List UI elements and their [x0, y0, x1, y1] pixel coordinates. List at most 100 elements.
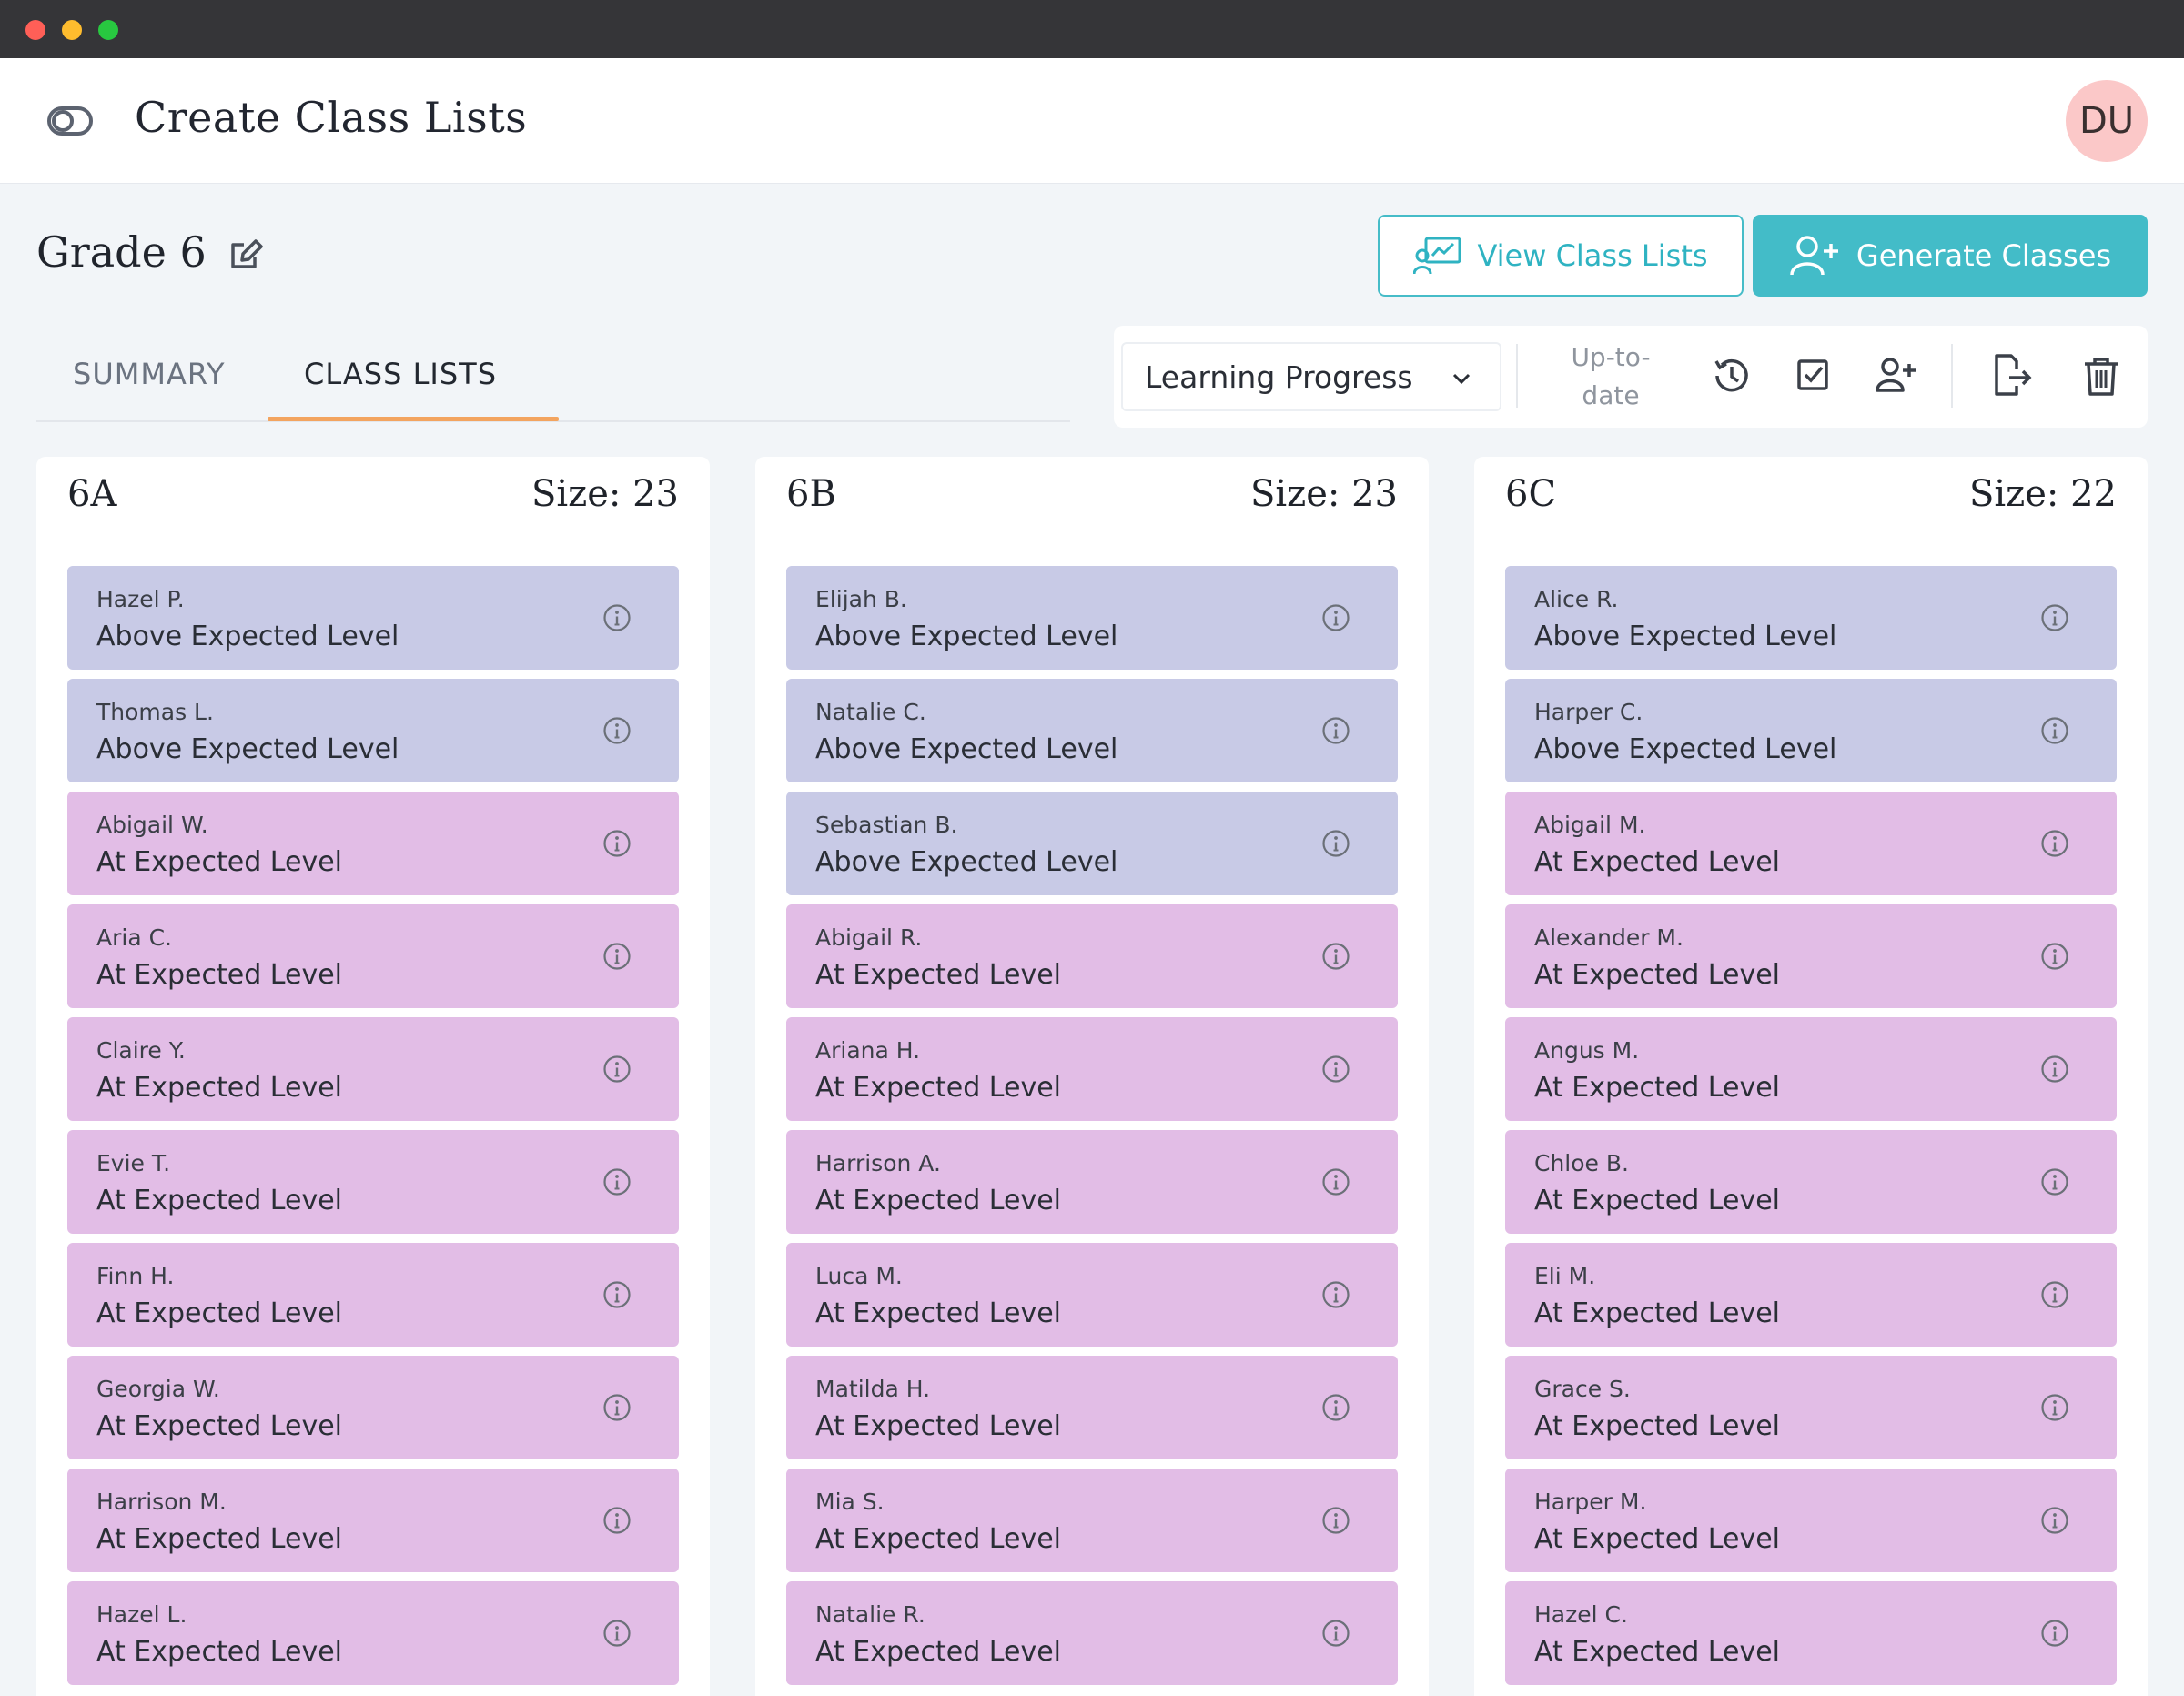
info-icon[interactable]	[1321, 1055, 1350, 1084]
info-icon[interactable]	[2040, 1506, 2069, 1535]
student-level: At Expected Level	[96, 1523, 342, 1555]
export-icon[interactable]	[1989, 353, 2035, 399]
student-level: At Expected Level	[96, 959, 342, 991]
info-icon[interactable]	[602, 1280, 632, 1309]
student-level: At Expected Level	[1534, 1185, 1780, 1216]
page-title: Grade 6	[36, 227, 207, 277]
student-card[interactable]: Luca M. At Expected Level	[786, 1243, 1398, 1347]
info-icon[interactable]	[602, 716, 632, 745]
student-level: At Expected Level	[815, 959, 1061, 991]
info-icon[interactable]	[602, 829, 632, 858]
info-icon[interactable]	[602, 1167, 632, 1196]
student-level: Above Expected Level	[815, 733, 1118, 765]
add-student-icon[interactable]	[1873, 353, 1918, 399]
info-icon[interactable]	[602, 942, 632, 971]
student-card[interactable]: Chloe B. At Expected Level	[1505, 1130, 2117, 1234]
student-card[interactable]: Georgia W. At Expected Level	[67, 1356, 679, 1459]
info-icon[interactable]	[2040, 603, 2069, 632]
info-icon[interactable]	[2040, 1167, 2069, 1196]
student-name: Aria C.	[96, 924, 172, 951]
window-minimize-button[interactable]	[62, 20, 82, 40]
toolbar-divider	[1951, 344, 1953, 408]
tab-summary[interactable]: SUMMARY	[73, 357, 226, 391]
student-card[interactable]: Angus M. At Expected Level	[1505, 1017, 2117, 1121]
student-name: Matilda H.	[815, 1376, 931, 1402]
info-icon[interactable]	[2040, 716, 2069, 745]
student-level: Above Expected Level	[1534, 733, 1837, 765]
student-card[interactable]: Abigail M. At Expected Level	[1505, 792, 2117, 895]
student-card[interactable]: Thomas L. Above Expected Level	[67, 679, 679, 782]
info-icon[interactable]	[1321, 1619, 1350, 1648]
student-card[interactable]: Hazel C. At Expected Level	[1505, 1581, 2117, 1685]
user-avatar[interactable]: DU	[2066, 80, 2148, 162]
class-size: Size: 22	[1968, 473, 2117, 515]
toggle-icon[interactable]	[47, 106, 93, 136]
student-name: Ariana H.	[815, 1037, 921, 1064]
info-icon[interactable]	[2040, 942, 2069, 971]
info-icon[interactable]	[2040, 1280, 2069, 1309]
info-icon[interactable]	[2040, 829, 2069, 858]
student-card[interactable]: Eli M. At Expected Level	[1505, 1243, 2117, 1347]
info-icon[interactable]	[602, 603, 632, 632]
info-icon[interactable]	[602, 1055, 632, 1084]
student-name: Chloe B.	[1534, 1150, 1629, 1176]
view-class-lists-label: View Class Lists	[1477, 238, 1708, 273]
info-icon[interactable]	[2040, 1393, 2069, 1422]
student-card[interactable]: Elijah B. Above Expected Level	[786, 566, 1398, 670]
student-name: Georgia W.	[96, 1376, 220, 1402]
student-card[interactable]: Evie T. At Expected Level	[67, 1130, 679, 1234]
window-close-button[interactable]	[25, 20, 46, 40]
student-card[interactable]: Natalie C. Above Expected Level	[786, 679, 1398, 782]
student-name: Eli M.	[1534, 1263, 1596, 1289]
student-card[interactable]: Hazel L. At Expected Level	[67, 1581, 679, 1685]
student-card[interactable]: Matilda H. At Expected Level	[786, 1356, 1398, 1459]
checkbox-icon[interactable]	[1791, 353, 1836, 399]
student-card[interactable]: Harrison M. At Expected Level	[67, 1469, 679, 1572]
student-card[interactable]: Harrison A. At Expected Level	[786, 1130, 1398, 1234]
student-card[interactable]: Abigail R. At Expected Level	[786, 904, 1398, 1008]
info-icon[interactable]	[1321, 1167, 1350, 1196]
student-card[interactable]: Sebastian B. Above Expected Level	[786, 792, 1398, 895]
class-list-toolbar: Learning Progress Up-to- date	[1114, 326, 2148, 428]
info-icon[interactable]	[1321, 1280, 1350, 1309]
student-card[interactable]: Natalie R. At Expected Level	[786, 1581, 1398, 1685]
student-level: At Expected Level	[815, 1072, 1061, 1104]
student-level: At Expected Level	[96, 846, 342, 878]
info-icon[interactable]	[1321, 1393, 1350, 1422]
tab-class-lists[interactable]: CLASS LISTS	[304, 357, 498, 391]
student-name: Elijah B.	[815, 586, 907, 612]
info-icon[interactable]	[2040, 1055, 2069, 1084]
info-icon[interactable]	[602, 1393, 632, 1422]
student-card[interactable]: Alice R. Above Expected Level	[1505, 566, 2117, 670]
app-title: Create Class Lists	[135, 93, 528, 142]
generate-classes-button[interactable]: Generate Classes	[1753, 215, 2148, 297]
info-icon[interactable]	[2040, 1619, 2069, 1648]
student-card[interactable]: Claire Y. At Expected Level	[67, 1017, 679, 1121]
trash-icon[interactable]	[2078, 353, 2124, 399]
student-card[interactable]: Harper M. At Expected Level	[1505, 1469, 2117, 1572]
student-card[interactable]: Mia S. At Expected Level	[786, 1469, 1398, 1572]
student-name: Harper C.	[1534, 699, 1643, 725]
history-icon[interactable]	[1709, 353, 1754, 399]
view-class-lists-button[interactable]: View Class Lists	[1378, 215, 1744, 297]
info-icon[interactable]	[1321, 716, 1350, 745]
info-icon[interactable]	[602, 1619, 632, 1648]
info-icon[interactable]	[602, 1506, 632, 1535]
student-card[interactable]: Abigail W. At Expected Level	[67, 792, 679, 895]
class-column-6a: 6A Size: 23 Hazel P. Above Expected Level Th…	[36, 457, 710, 1696]
student-card[interactable]: Alexander M. At Expected Level	[1505, 904, 2117, 1008]
edit-icon[interactable]	[228, 237, 264, 273]
student-card[interactable]: Aria C. At Expected Level	[67, 904, 679, 1008]
student-card[interactable]: Harper C. Above Expected Level	[1505, 679, 2117, 782]
student-card[interactable]: Ariana H. At Expected Level	[786, 1017, 1398, 1121]
student-card[interactable]: Finn H. At Expected Level	[67, 1243, 679, 1347]
info-icon[interactable]	[1321, 603, 1350, 632]
info-icon[interactable]	[1321, 942, 1350, 971]
filter-select[interactable]: Learning Progress	[1121, 342, 1502, 411]
window-maximize-button[interactable]	[98, 20, 118, 40]
student-card[interactable]: Hazel P. Above Expected Level	[67, 566, 679, 670]
info-icon[interactable]	[1321, 1506, 1350, 1535]
info-icon[interactable]	[1321, 829, 1350, 858]
student-card[interactable]: Grace S. At Expected Level	[1505, 1356, 2117, 1459]
student-level: At Expected Level	[96, 1072, 342, 1104]
